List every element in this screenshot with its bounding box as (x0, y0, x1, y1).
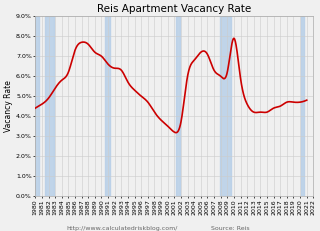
Bar (45, 16, 54, 196)
Title: Reis Apartment Vacancy Rate: Reis Apartment Vacancy Rate (97, 4, 252, 14)
Text: http://www.calculatedriskblog.com/: http://www.calculatedriskblog.com/ (66, 226, 177, 231)
Bar (35, 16, 39, 196)
Bar (176, 16, 180, 196)
Bar (105, 16, 110, 196)
Bar (220, 16, 231, 196)
Bar (301, 16, 304, 196)
Y-axis label: Vacancy Rate: Vacancy Rate (4, 80, 13, 132)
Text: Source: Reis: Source: Reis (211, 226, 250, 231)
